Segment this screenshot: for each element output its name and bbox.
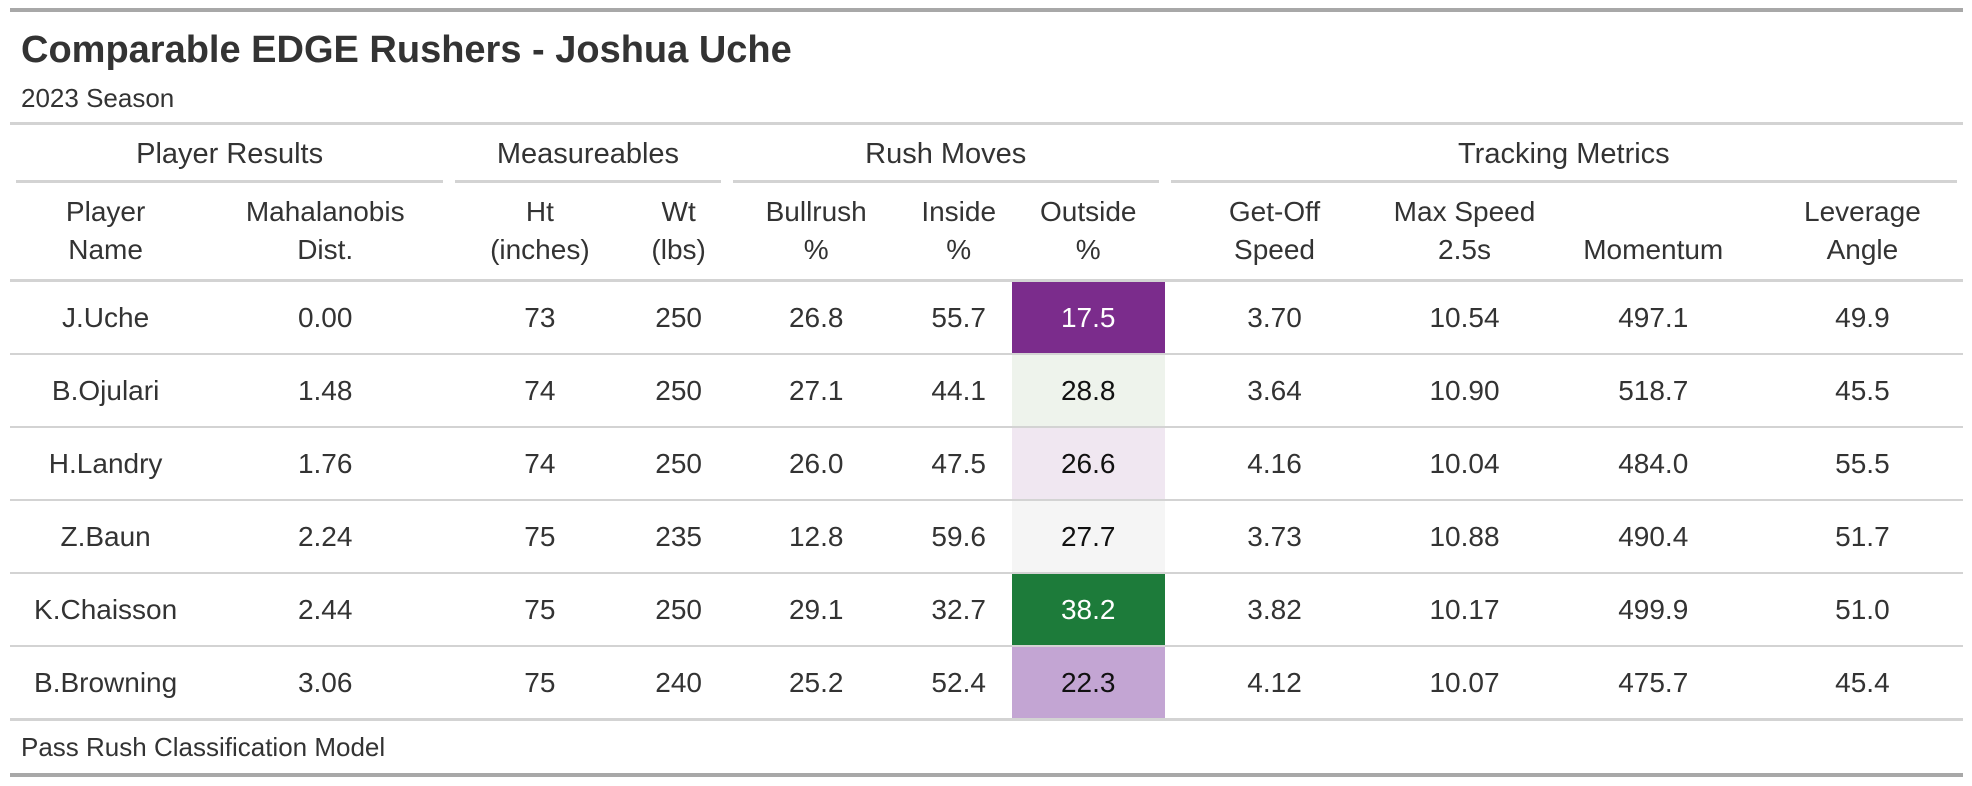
top-rule [10, 8, 1963, 12]
table-row: B.Browning 3.06 75 240 25.2 52.4 22.3 4.… [10, 646, 1963, 721]
spanner-tracking-metrics: Tracking Metrics [1165, 125, 1963, 183]
cell-momentum: 497.1 [1544, 280, 1762, 355]
cell-maxspeed: 10.88 [1384, 500, 1545, 574]
cell-outside: 22.3 [1011, 646, 1165, 721]
cell-wt: 235 [630, 500, 727, 574]
cell-player: H.Landry [10, 427, 202, 501]
cell-outside: 26.6 [1011, 427, 1165, 501]
cell-getoff: 3.64 [1164, 354, 1385, 428]
table-title: Comparable EDGE Rushers - Joshua Uche [21, 29, 792, 71]
col-header-leverage: Leverage Angle [1761, 183, 1963, 282]
cell-maxspeed: 10.54 [1384, 280, 1545, 355]
col-header-outside: Outside% [1011, 183, 1165, 282]
cell-ht: 74 [449, 354, 631, 428]
cell-wt: 250 [630, 573, 727, 647]
cell-bullrush: 26.0 [726, 427, 906, 501]
cell-leverage: 51.0 [1761, 573, 1963, 647]
cell-player: J.Uche [10, 280, 202, 355]
cell-wt: 250 [630, 354, 727, 428]
cell-leverage: 55.5 [1761, 427, 1963, 501]
gt-table-container: Comparable EDGE Rushers - Joshua Uche 20… [10, 8, 1963, 777]
col-header-player-name: Player Name [10, 183, 202, 282]
cell-ht: 74 [449, 427, 631, 501]
cell-wt: 250 [630, 427, 727, 501]
source-note: Pass Rush Classification Model [21, 732, 386, 762]
cell-wt: 240 [630, 646, 727, 721]
cell-getoff: 3.82 [1164, 573, 1385, 647]
cell-getoff: 4.12 [1164, 646, 1385, 721]
col-header-getoff: Get-Off Speed [1164, 183, 1385, 282]
cell-dist: 2.24 [201, 500, 450, 574]
cell-dist: 3.06 [201, 646, 450, 721]
cell-momentum: 499.9 [1544, 573, 1762, 647]
table-row: K.Chaisson 2.44 75 250 29.1 32.7 38.2 3.… [10, 573, 1963, 647]
cell-bullrush: 29.1 [726, 573, 906, 647]
cell-inside: 32.7 [905, 573, 1012, 647]
spanner-measureables: Measureables [449, 125, 727, 183]
cell-ht: 75 [449, 500, 631, 574]
spanner-rush-moves: Rush Moves [727, 125, 1165, 183]
cell-outside: 17.5 [1011, 280, 1165, 355]
cell-ht: 75 [449, 646, 631, 721]
cell-getoff: 4.16 [1164, 427, 1385, 501]
cell-maxspeed: 10.07 [1384, 646, 1545, 721]
cell-dist: 1.48 [201, 354, 450, 428]
cell-bullrush: 27.1 [726, 354, 906, 428]
cell-player: K.Chaisson [10, 573, 202, 647]
cell-inside: 59.6 [905, 500, 1012, 574]
cell-inside: 55.7 [905, 280, 1012, 355]
cell-player: B.Browning [10, 646, 202, 721]
col-header-ht: Ht (inches) [449, 183, 631, 282]
cell-dist: 1.76 [201, 427, 450, 501]
cell-inside: 44.1 [905, 354, 1012, 428]
cell-bullrush: 12.8 [726, 500, 906, 574]
cell-outside: 27.7 [1011, 500, 1165, 574]
cell-player: B.Ojulari [10, 354, 202, 428]
table-row: B.Ojulari 1.48 74 250 27.1 44.1 28.8 3.6… [10, 354, 1963, 428]
cell-wt: 250 [630, 280, 727, 355]
cell-momentum: 518.7 [1544, 354, 1762, 428]
cell-maxspeed: 10.17 [1384, 573, 1545, 647]
table-subtitle: 2023 Season [21, 83, 175, 113]
cell-getoff: 3.70 [1164, 280, 1385, 355]
col-header-maxspeed: Max Speed 2.5s [1384, 183, 1545, 282]
cell-dist: 2.44 [201, 573, 450, 647]
col-header-momentum: Momentum [1544, 183, 1762, 282]
cell-outside: 28.8 [1011, 354, 1165, 428]
cell-ht: 73 [449, 280, 631, 355]
heading-rule [10, 122, 1963, 125]
cell-maxspeed: 10.04 [1384, 427, 1545, 501]
table-row: H.Landry 1.76 74 250 26.0 47.5 26.6 4.16… [10, 427, 1963, 501]
bottom-rule [10, 773, 1963, 777]
col-header-bullrush: Bullrush% [726, 183, 906, 282]
cell-momentum: 484.0 [1544, 427, 1762, 501]
cell-maxspeed: 10.90 [1384, 354, 1545, 428]
table-row: J.Uche 0.00 73 250 26.8 55.7 17.5 3.70 1… [10, 280, 1963, 355]
cell-getoff: 3.73 [1164, 500, 1385, 574]
cell-leverage: 51.7 [1761, 500, 1963, 574]
cell-leverage: 49.9 [1761, 280, 1963, 355]
col-header-inside: Inside% [905, 183, 1012, 282]
cell-dist: 0.00 [201, 280, 450, 355]
cell-momentum: 475.7 [1544, 646, 1762, 721]
cell-leverage: 45.4 [1761, 646, 1963, 721]
cell-bullrush: 26.8 [726, 280, 906, 355]
spanner-player-results: Player Results [10, 125, 449, 183]
cell-bullrush: 25.2 [726, 646, 906, 721]
col-header-wt: Wt (lbs) [630, 183, 727, 282]
cell-momentum: 490.4 [1544, 500, 1762, 574]
cell-inside: 52.4 [905, 646, 1012, 721]
cell-player: Z.Baun [10, 500, 202, 574]
cell-ht: 75 [449, 573, 631, 647]
spanner-row: Player Results Measureables Rush Moves T… [10, 125, 1963, 183]
comparison-table: Player Results Measureables Rush Moves T… [10, 125, 1963, 721]
cell-leverage: 45.5 [1761, 354, 1963, 428]
table-row: Z.Baun 2.24 75 235 12.8 59.6 27.7 3.73 1… [10, 500, 1963, 574]
col-header-mahalanobis: Mahalanobis Dist. [201, 183, 450, 282]
cell-outside: 38.2 [1011, 573, 1165, 647]
column-header-row: Player Name Mahalanobis Dist. Ht (inches) W… [10, 183, 1963, 282]
cell-inside: 47.5 [905, 427, 1012, 501]
